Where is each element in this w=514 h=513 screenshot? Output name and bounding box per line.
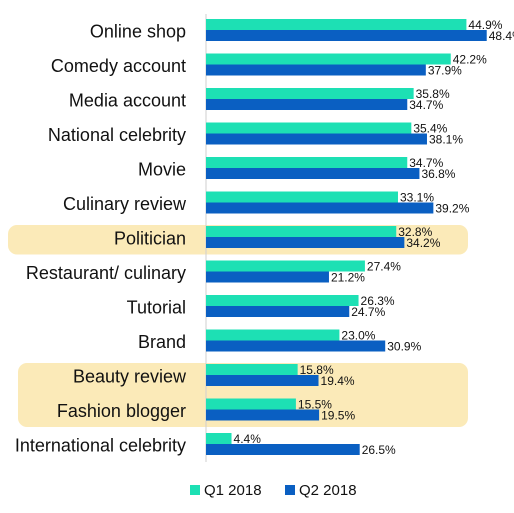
bar-q1-2018-culinary-review [206,191,398,203]
value-label-q1-2018-culinary-review: 33.1% [400,191,434,205]
category-label-movie: Movie [138,159,186,179]
bar-q2-2018-comedy-account [206,64,426,76]
bar-q1-2018-national-celebrity [206,122,412,134]
category-label-media-account: Media account [69,90,186,110]
value-label-q2-2018-online-shop: 48.4% [489,29,514,43]
bar-q1-2018-brand [206,329,340,341]
value-label-q1-2018-tutorial: 26.3% [361,294,395,308]
value-label-q1-2018-media-account: 35.8% [416,87,450,101]
value-label-q2-2018-brand: 30.9% [387,340,421,354]
bar-q2-2018-tutorial [206,306,350,317]
category-label-comedy-account: Comedy account [51,56,186,76]
category-label-culinary-review: Culinary review [63,194,187,214]
value-label-q2-2018-national-celebrity: 38.1% [429,133,463,147]
value-label-q2-2018-international-celebrity: 26.5% [362,443,396,457]
value-label-q1-2018-restaurant-culinary: 27.4% [367,260,401,274]
value-label-q2-2018-movie: 36.8% [421,167,455,181]
value-label-q2-2018-culinary-review: 39.2% [435,202,469,216]
category-label-brand: Brand [138,332,186,352]
category-label-tutorial: Tutorial [127,297,186,317]
value-label-q1-2018-international-celebrity: 4.4% [234,432,262,446]
value-label-q2-2018-restaurant-culinary: 21.2% [331,271,365,285]
value-label-q1-2018-national-celebrity: 35.4% [413,122,447,136]
legend-swatch-q2-2018 [285,485,295,495]
bar-q2-2018-online-shop [206,30,487,41]
bar-q2-2018-culinary-review [206,202,434,214]
value-label-q2-2018-tutorial: 24.7% [351,305,385,319]
bar-q2-2018-beauty-review [206,375,319,386]
bar-q1-2018-international-celebrity [206,433,232,444]
legend: Q1 2018 Q2 2018 [190,482,357,499]
category-label-national-celebrity: National celebrity [48,125,186,145]
value-label-q1-2018-beauty-review: 15.8% [300,363,334,377]
bar-q1-2018-beauty-review [206,364,298,375]
bar-q2-2018-international-celebrity [206,444,360,455]
bar-q1-2018-fashion-blogger [206,398,296,410]
bar-q2-2018-brand [206,340,386,352]
bar-q1-2018-restaurant-culinary [206,260,365,272]
bar-q2-2018-national-celebrity [206,133,427,145]
legend-swatch-q1-2018 [190,485,200,495]
highlight-band-2 [18,363,468,427]
bar-q1-2018-movie [206,157,408,168]
bar-q2-2018-restaurant-culinary [206,271,329,283]
value-label-q1-2018-politician: 32.8% [398,225,432,239]
bar-q2-2018-politician [206,237,405,248]
value-label-q1-2018-online-shop: 44.9% [468,18,502,32]
value-label-q2-2018-comedy-account: 37.9% [428,64,462,78]
category-label-fashion-blogger: Fashion blogger [57,401,186,421]
bar-q1-2018-tutorial [206,295,359,306]
bars-group: Online shop 44.9%48.4% Comedy account 42.2%… [15,18,514,457]
value-label-q2-2018-beauty-review: 19.4% [321,374,355,388]
value-label-q2-2018-media-account: 34.7% [409,98,443,112]
category-label-politician: Politician [114,228,186,248]
highlight-bands [8,225,468,427]
bar-q1-2018-online-shop [206,19,467,30]
bar-q1-2018-politician [206,226,397,237]
value-label-q2-2018-politician: 34.2% [406,236,440,250]
category-label-online-shop: Online shop [90,21,186,41]
bar-q2-2018-movie [206,168,420,179]
bar-q2-2018-media-account [206,99,408,110]
value-label-q1-2018-fashion-blogger: 15.5% [298,398,332,412]
legend-label-q1-2018: Q1 2018 [204,482,262,499]
value-label-q1-2018-movie: 34.7% [409,156,443,170]
bar-q1-2018-comedy-account [206,53,451,65]
value-label-q1-2018-brand: 23.0% [341,329,375,343]
category-label-restaurant-culinary: Restaurant/ culinary [26,263,186,283]
category-label-international-celebrity: International celebrity [15,435,186,455]
value-label-q1-2018-comedy-account: 42.2% [453,53,487,67]
bar-q1-2018-media-account [206,88,414,99]
bar-q2-2018-fashion-blogger [206,409,320,421]
category-label-beauty-review: Beauty review [73,366,187,386]
legend-label-q2-2018: Q2 2018 [299,482,357,499]
value-label-q2-2018-fashion-blogger: 19.5% [321,409,355,423]
